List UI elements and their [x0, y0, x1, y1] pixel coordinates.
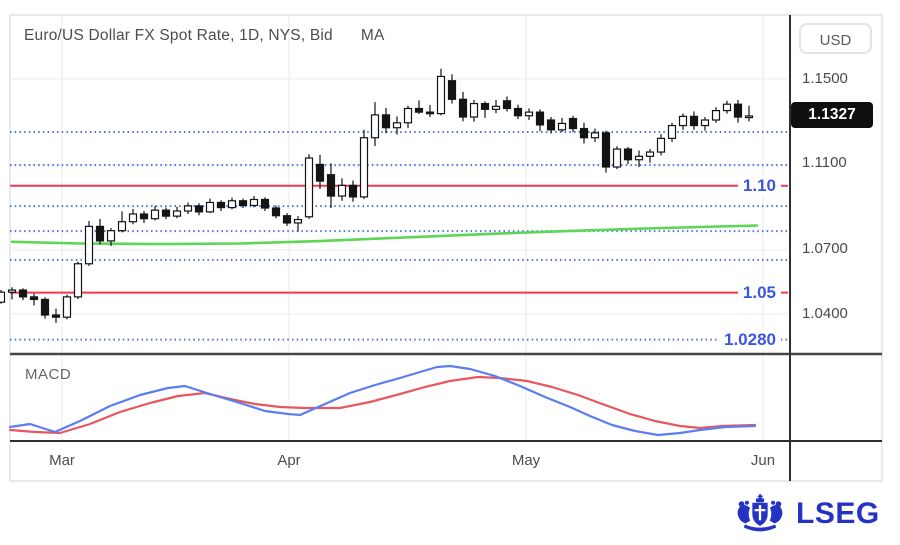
- month-label-mar: Mar: [49, 452, 75, 469]
- chart-title: Euro/US Dollar FX Spot Rate, 1D, NYS, Bi…: [24, 27, 333, 44]
- level-label-1-05: 1.05: [737, 283, 781, 303]
- price-tick: 1.0700: [802, 240, 848, 257]
- price-tick: 1.1100: [802, 154, 847, 171]
- macd-label: MACD: [25, 366, 72, 383]
- month-label-apr: Apr: [277, 452, 301, 469]
- lseg-logo-text: LSEG: [796, 497, 880, 530]
- ma-legend-label[interactable]: MA: [360, 27, 385, 44]
- price-tick: 1.0400: [802, 305, 848, 322]
- price-tick: 1.1500: [802, 70, 848, 87]
- currency-axis-label: USD: [799, 23, 872, 54]
- frame-border: [9, 14, 883, 482]
- macd-pane[interactable]: [10, 356, 790, 441]
- level-label-1-0280: 1.0280: [719, 330, 781, 350]
- current-price-tag: 1.1327: [791, 102, 873, 128]
- lseg-logo-link[interactable]: LSEG: [733, 494, 880, 534]
- price-pane[interactable]: [10, 15, 790, 354]
- level-label-1-10: 1.10: [737, 176, 781, 196]
- plot-layers: [0, 16, 788, 440]
- chart-legend-row: Euro/US Dollar FX Spot Rate, 1D, NYS, Bi…: [24, 27, 385, 45]
- month-label-jun: Jun: [750, 452, 776, 469]
- month-label-may: May: [511, 452, 541, 469]
- lseg-crest-icon: [737, 494, 783, 532]
- time-axis[interactable]: [10, 442, 790, 481]
